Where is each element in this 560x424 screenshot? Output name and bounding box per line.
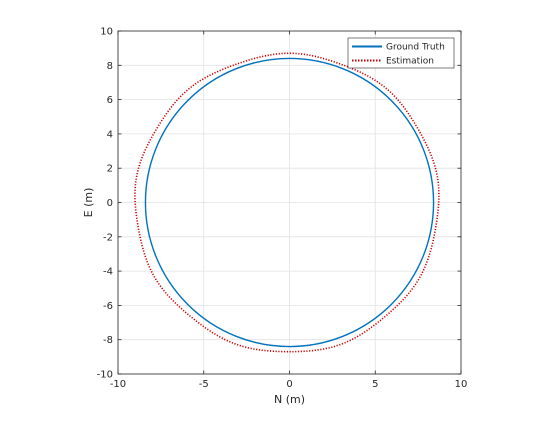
grid-lines: [117, 30, 462, 375]
y-axis-label: E (m): [82, 188, 95, 218]
legend-label-estimation: Estimation: [386, 57, 434, 67]
axis-ticks: -10 -5 0 5 10 -10 -8 -6 -4 -2 0 2 4 6 8 10: [97, 27, 468, 391]
y-tick-label: 0: [107, 198, 113, 209]
series-layer: [134, 52, 440, 353]
x-tick-label: -10: [110, 379, 126, 390]
y-tick-label: 6: [107, 95, 113, 106]
x-tick-label: 10: [455, 379, 468, 390]
y-tick-label: -2: [103, 232, 113, 243]
y-tick-label: 4: [107, 129, 113, 140]
x-tick-label: -5: [199, 379, 209, 390]
y-tick-label: 10: [100, 27, 113, 38]
y-tick-label: -6: [103, 301, 113, 312]
x-axis-label: N (m): [274, 393, 305, 406]
x-tick-label: 5: [372, 379, 378, 390]
y-tick-label: 8: [107, 61, 113, 72]
y-tick-label: -4: [103, 267, 113, 278]
y-tick-label: -10: [97, 370, 113, 381]
legend: Ground Truth Estimation: [347, 37, 455, 69]
legend-label-ground-truth: Ground Truth: [386, 43, 445, 53]
y-tick-label: -8: [103, 335, 113, 346]
legend-box: [347, 37, 455, 69]
y-tick-label: 2: [107, 164, 113, 175]
series-ground-truth: [144, 57, 435, 348]
x-tick-label: 0: [286, 379, 292, 390]
